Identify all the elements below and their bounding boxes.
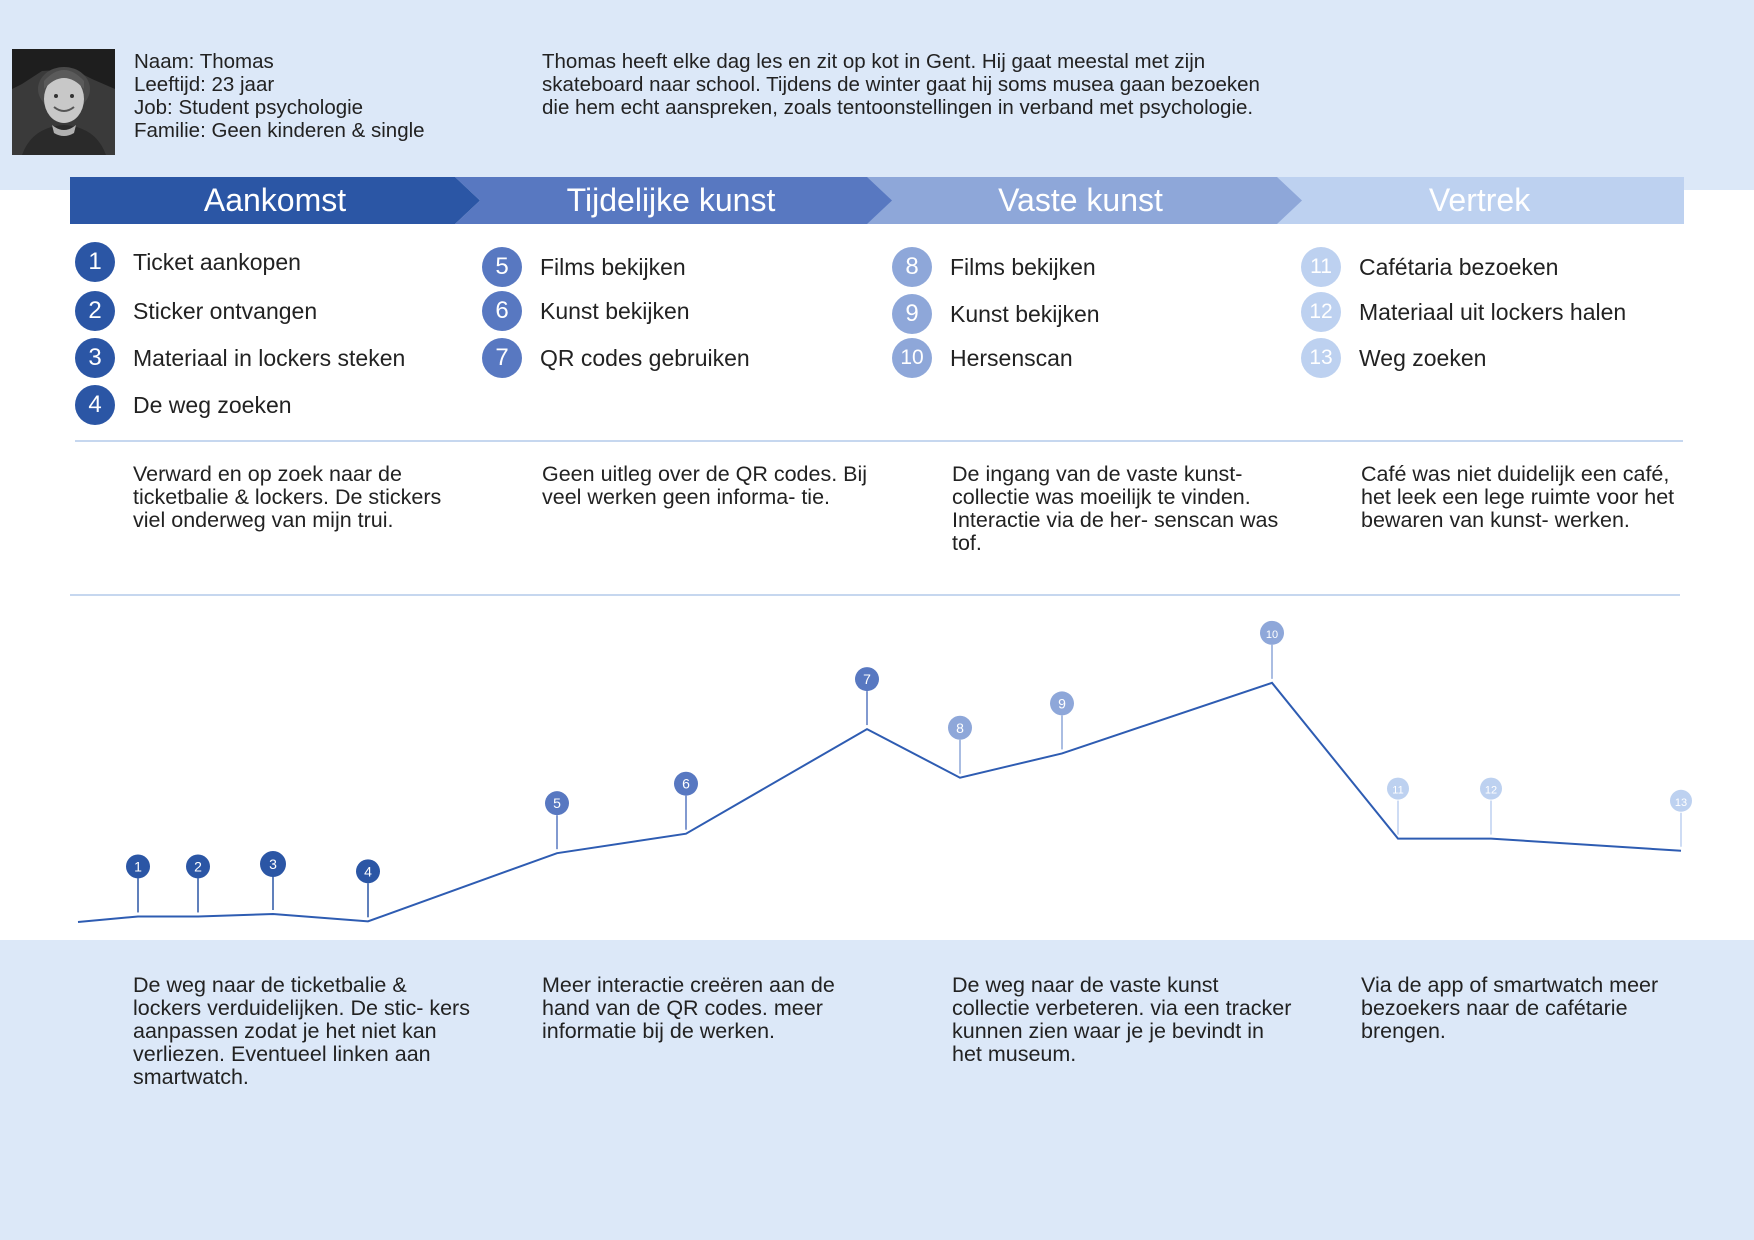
curve-point-5 [545, 791, 569, 816]
curve-point-label-11: 11 [1392, 785, 1403, 797]
step-number-badge: 2 [75, 291, 115, 331]
step-number-badge: 9 [892, 294, 932, 334]
curve-point-label-10: 10 [1266, 629, 1278, 641]
phase-bar [70, 177, 1684, 224]
curve-point-7 [855, 667, 879, 692]
curve-point-10 [1260, 620, 1284, 645]
step-number-badge: 6 [482, 291, 522, 331]
curve-point-label-5: 5 [553, 795, 561, 811]
experience-tijdelijke-kunst: Geen uitleg over de QR codes. Bij veel w… [542, 462, 868, 509]
curve-point-12 [1480, 777, 1502, 800]
experience-aankomst: Verward en op zoek naar de ticketbalie &… [133, 462, 442, 532]
step-label: Films bekijken [540, 254, 686, 280]
curve-point-label-4: 4 [364, 863, 372, 879]
curve-point-label-2: 2 [194, 858, 202, 874]
phase-chevron-aankomst [70, 177, 480, 224]
divider [70, 594, 1680, 596]
curve-point-1 [126, 854, 150, 879]
curve-point-2 [186, 854, 210, 879]
persona-details: Naam: Thomas Leeftijd: 23 jaar Job: Stud… [134, 50, 425, 142]
step-label: Ticket aankopen [133, 249, 301, 275]
step-label: Cafétaria bezoeken [1359, 254, 1559, 280]
experience-line [77, 681, 1682, 923]
improvement-vaste-kunst: De weg naar de vaste kunst collectie ver… [952, 973, 1292, 1066]
phase-chevron-vaste-kunst [862, 177, 1302, 224]
curve-point-label-12: 12 [1485, 785, 1497, 797]
step-number-badge: 7 [482, 338, 522, 378]
curve-point-label-3: 3 [269, 856, 277, 872]
avatar [12, 49, 115, 155]
persona-band [0, 0, 1754, 190]
improvements-band [0, 940, 1754, 1240]
phase-title-vertrek: Vertrek [1428, 182, 1531, 218]
improvement-aankomst: De weg naar de ticketbalie & lockers ver… [133, 973, 470, 1089]
phase-chevron-vertrek [1272, 177, 1684, 224]
step-label: Hersenscan [950, 345, 1073, 371]
experience-vertrek: Café was niet duidelijk een café, het le… [1361, 462, 1675, 532]
curve-point-11 [1387, 777, 1409, 800]
curve-point-13 [1670, 789, 1692, 812]
persona-name: Naam: Thomas [134, 50, 274, 73]
persona-age: Leeftijd: 23 jaar [134, 73, 275, 96]
curve-point-4 [356, 859, 380, 884]
curve-point-label-13: 13 [1675, 797, 1687, 809]
curve-point-label-9: 9 [1058, 695, 1066, 711]
step-number-badge: 12 [1301, 292, 1341, 332]
phase-title-vaste-kunst: Vaste kunst [998, 182, 1163, 218]
step-number-badge: 3 [75, 338, 115, 378]
step-number-badge: 8 [892, 247, 932, 287]
step-number-badge: 1 [75, 242, 115, 282]
step-number-badge: 4 [75, 385, 115, 425]
curve-point-8 [948, 715, 972, 740]
step-label: Weg zoeken [1359, 345, 1487, 371]
improvement-vertrek: Via de app of smartwatch meer bezoekers … [1361, 973, 1659, 1043]
step-number-badge: 11 [1301, 247, 1341, 287]
curve-point-3 [260, 851, 286, 878]
persona-bio: Thomas heeft elke dag les en zit op kot … [542, 50, 1260, 119]
step-number-badge: 13 [1301, 338, 1341, 378]
curve-point-label-8: 8 [956, 720, 964, 736]
persona-job: Job: Student psychologie [134, 96, 364, 119]
step-number-badge: 10 [892, 338, 932, 378]
step-label: Kunst bekijken [540, 298, 690, 324]
curve-point-label-1: 1 [134, 858, 142, 874]
curve-point-label-6: 6 [682, 776, 690, 792]
divider [75, 440, 1683, 442]
curve-point-9 [1050, 691, 1074, 716]
step-label: Materiaal uit lockers halen [1359, 299, 1627, 325]
step-label: QR codes gebruiken [540, 345, 750, 371]
step-label: Materiaal in lockers steken [133, 345, 406, 371]
experience-vaste-kunst: De ingang van de vaste kunst- collectie … [952, 462, 1279, 555]
phase-title-tijdelijke-kunst: Tijdelijke kunst [566, 182, 776, 218]
persona-family: Familie: Geen kinderen & single [134, 119, 425, 142]
curve-point-6 [674, 771, 698, 796]
improvement-tijdelijke-kunst: Meer interactie creëren aan de hand van … [542, 973, 835, 1043]
step-label: Films bekijken [950, 254, 1096, 280]
step-label: De weg zoeken [133, 392, 292, 418]
curve-point-label-7: 7 [863, 671, 871, 687]
step-label: Kunst bekijken [950, 301, 1100, 327]
step-number-badge: 5 [482, 247, 522, 287]
step-label: Sticker ontvangen [133, 298, 318, 324]
phase-title-aankomst: Aankomst [203, 182, 347, 218]
phase-chevron-tijdelijke-kunst [455, 177, 892, 224]
